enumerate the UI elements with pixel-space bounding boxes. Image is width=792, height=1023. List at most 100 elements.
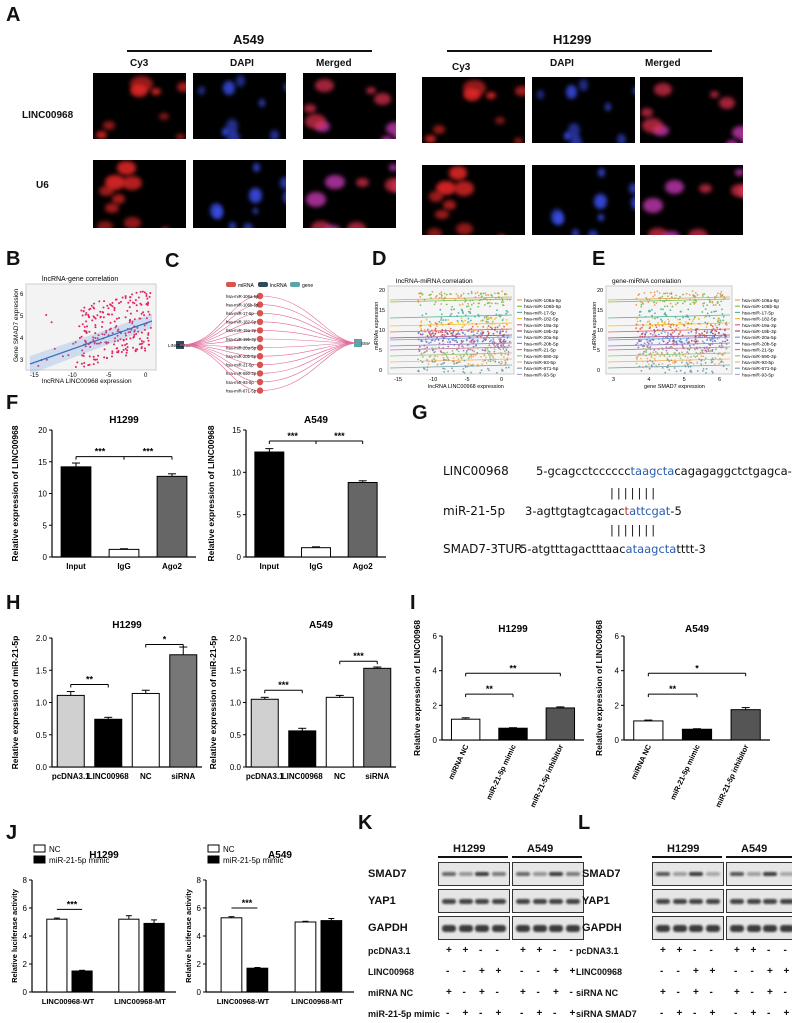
seq-row3-post: tttt-3 [676, 542, 706, 556]
fit-line [607, 296, 731, 301]
scatter-point [507, 350, 510, 353]
x-tick-label: 6 [718, 377, 721, 383]
mirna-node [256, 335, 264, 343]
scatter-point [698, 358, 701, 361]
scatter-point [96, 342, 99, 345]
scatter-point [689, 370, 692, 373]
scatter-point [725, 347, 728, 350]
scatter-point [696, 342, 699, 345]
scatter-point [440, 319, 442, 321]
legend-label: hsa-miR-106a-5p [524, 298, 561, 304]
h1299-col-merged: Merged [645, 58, 681, 69]
scatter-point [505, 293, 508, 296]
scatter-point [114, 337, 117, 340]
scatter-point [85, 320, 88, 323]
y-tick-label: 0 [433, 736, 438, 745]
scatter-point [134, 299, 137, 302]
fit-line [389, 314, 513, 319]
scatter-point [503, 325, 506, 328]
scatter-point [505, 330, 508, 333]
y-tick-label: 15 [379, 308, 385, 314]
scatter-point [124, 334, 127, 337]
scatter-point [690, 327, 692, 330]
scatter-point [111, 305, 114, 308]
scatter-point [457, 321, 460, 324]
scatter-point [441, 329, 444, 331]
x-tick-label: pcDNA3.1 [246, 772, 284, 781]
y-tick-label: 5 [237, 511, 242, 520]
bar [169, 654, 198, 768]
blot-strip [512, 916, 584, 940]
scatter-point [691, 290, 694, 293]
scatter-point [722, 333, 725, 336]
scatter-point [655, 326, 658, 329]
scatter-point [652, 351, 655, 354]
scatter-point [494, 302, 497, 305]
scatter-point [470, 290, 473, 293]
scatter-point [99, 310, 102, 313]
scatter-point [660, 332, 663, 335]
scatter-point [658, 363, 660, 366]
scatter-point [488, 369, 490, 372]
significance-label: *** [353, 651, 364, 661]
scatter-point [84, 345, 87, 348]
scatter-point [649, 325, 651, 328]
scatter-point [442, 356, 445, 359]
scatter-point [420, 328, 423, 330]
scatter-point [494, 326, 497, 329]
scatter-point [669, 326, 672, 329]
protein-band [672, 872, 687, 876]
scatter-point [131, 301, 134, 304]
scatter-point [473, 334, 476, 337]
condition-sign: - [676, 966, 680, 977]
scatter-point [643, 292, 646, 294]
h1299-col-dapi: DAPI [550, 58, 574, 69]
scatter-point [417, 358, 419, 361]
scatter-point [420, 352, 423, 355]
cell-blob [648, 227, 669, 235]
cell-blob [568, 123, 581, 139]
scatter-point [488, 356, 491, 358]
scatter-point [45, 358, 48, 361]
scatter-point [456, 341, 458, 344]
y-tick-label: 4 [197, 932, 202, 941]
fit-line [389, 322, 513, 327]
scatter-point [113, 320, 116, 323]
scatter-point [672, 342, 675, 345]
scatter-point [483, 349, 486, 352]
scatter-point [477, 305, 480, 308]
legend-label: hsa-miR-671-5p [742, 366, 777, 372]
legend-label: hsa-miR-19a-3p [742, 323, 777, 329]
scatter-point [485, 356, 487, 359]
scatter-point [124, 344, 127, 347]
scatter-point [124, 347, 127, 350]
y-axis-label: Relative expression of LINC00968 [594, 620, 604, 756]
fit-line [389, 296, 513, 301]
scatter-point [654, 312, 656, 315]
panel-e-title: gene-miRNA correlation [612, 278, 681, 285]
scatter-point [505, 349, 508, 351]
scatter-point [664, 331, 666, 334]
condition-sign: - [479, 1008, 483, 1019]
scatter-point [124, 316, 127, 319]
scatter-point [671, 346, 674, 349]
scatter-point [669, 302, 672, 305]
scatter-point [696, 340, 699, 343]
scatter-point [467, 330, 470, 332]
scatter-point [453, 362, 456, 365]
micrograph-merged [303, 73, 396, 139]
panel-label-c: C [165, 250, 180, 272]
scatter-point [464, 333, 466, 336]
scatter-point [663, 322, 666, 325]
scatter-point [53, 347, 56, 350]
condition-sign: + [750, 945, 757, 956]
cell-blob [537, 90, 545, 100]
scatter-point [482, 325, 485, 328]
scatter-point [489, 352, 492, 355]
legend-label: hsa-miR-590-3p [524, 354, 559, 360]
scatter-point [457, 332, 460, 335]
